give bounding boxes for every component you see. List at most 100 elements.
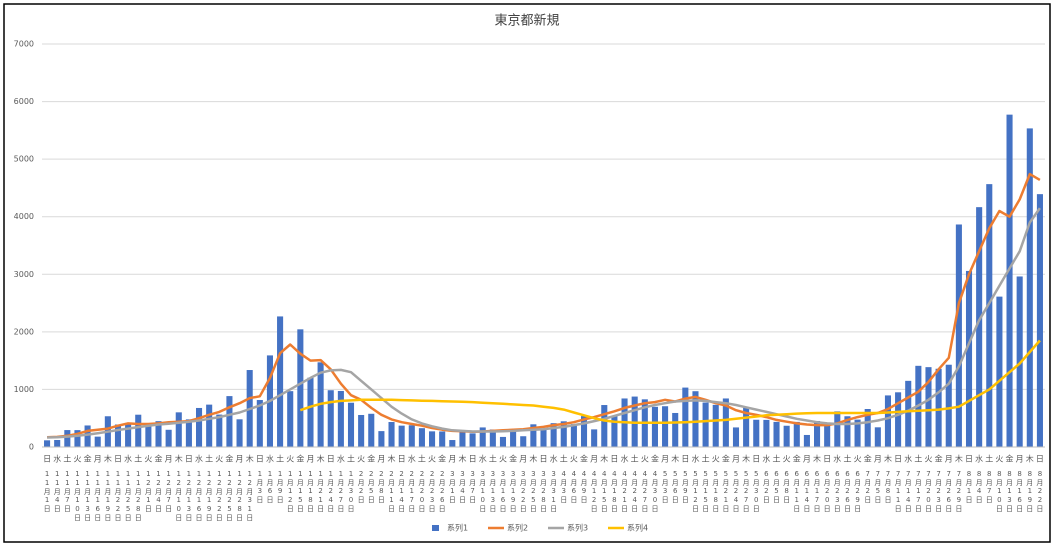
bar <box>54 439 61 447</box>
x-tick-label: 7月26日 <box>945 470 953 513</box>
x-tick-label: 8月7日 <box>985 470 993 504</box>
weekday-label: 日 <box>1036 455 1044 464</box>
weekday-label: 月 <box>803 455 811 464</box>
x-tick-label: 5月18日 <box>712 470 720 513</box>
x-tick-label: 11月13日 <box>84 470 92 522</box>
x-tick-label: 2月14日 <box>398 470 406 513</box>
legend-label: 系列3 <box>567 523 588 533</box>
weekday-label: 水 <box>195 454 203 464</box>
x-tick-label: 1月3日 <box>256 470 264 504</box>
bar <box>1036 194 1043 447</box>
bar <box>803 434 810 447</box>
bar <box>672 412 679 447</box>
weekday-label: 火 <box>641 455 649 464</box>
weekday-label: 水 <box>550 454 558 464</box>
x-tick-label: 8月13日 <box>1006 470 1014 513</box>
bar <box>824 425 831 447</box>
weekday-label: 日 <box>114 455 122 464</box>
x-tick-label: 8月22日 <box>1036 470 1044 513</box>
bar <box>175 412 182 447</box>
y-tick-label: 4000 <box>14 212 34 221</box>
x-tick-label: 8月10日 <box>995 470 1003 513</box>
bar <box>601 405 608 447</box>
bar <box>337 390 344 447</box>
weekday-label: 金 <box>296 454 304 464</box>
x-tick-label: 6月5日 <box>773 470 781 504</box>
weekday-label: 水 <box>124 454 132 464</box>
x-tick-label: 2月26日 <box>438 470 446 513</box>
x-tick-label: 2月23日 <box>428 470 436 513</box>
y-tick-label: 1000 <box>14 385 34 394</box>
x-tick-label: 11月22日 <box>114 470 122 522</box>
weekday-label: 木 <box>458 454 466 464</box>
bar <box>560 421 567 447</box>
x-tick-label: 8月1日 <box>965 470 973 504</box>
weekday-label: 日 <box>752 455 760 464</box>
bar <box>165 429 172 447</box>
weekday-label: 木 <box>600 454 608 464</box>
bar <box>327 390 334 447</box>
weekday-label: 土 <box>347 454 355 464</box>
bar <box>814 420 821 447</box>
bar <box>611 415 618 447</box>
weekday-label: 金 <box>84 454 92 464</box>
chart-title: 東京都新規 <box>494 13 559 29</box>
bar <box>945 364 952 447</box>
x-tick-label: 4月24日 <box>631 470 639 513</box>
x-tick-label: 7月2日 <box>864 470 872 504</box>
bar <box>743 407 750 447</box>
weekday-label: 木 <box>529 454 537 464</box>
weekday-label: 日 <box>540 455 548 464</box>
weekday-label: 土 <box>418 454 426 464</box>
x-tick-label: 11月16日 <box>94 470 102 522</box>
x-tick-label: 4月12日 <box>590 470 598 513</box>
weekday-label: 火 <box>73 455 81 464</box>
weekday-label: 木 <box>955 454 963 464</box>
x-tick-label: 12月28日 <box>236 470 244 522</box>
weekday-label: 水 <box>337 454 345 464</box>
x-tick-label: 7月5日 <box>874 470 882 504</box>
weekday-label: 水 <box>975 454 983 464</box>
x-tick-label: 12月4日 <box>155 470 163 513</box>
bar <box>996 296 1003 447</box>
weekday-label: 月 <box>874 455 882 464</box>
legend-label: 系列1 <box>447 523 468 533</box>
bar <box>479 427 486 447</box>
x-tick-label: 12月25日 <box>225 470 233 522</box>
x-tick-label: 5月27日 <box>742 470 750 513</box>
x-tick-label: 12月1日 <box>144 470 152 513</box>
y-tick-label: 3000 <box>14 270 34 279</box>
x-tick-label: 8月4日 <box>975 470 983 504</box>
weekday-label: 月 <box>377 455 385 464</box>
x-tick-label: 1月30日 <box>347 470 355 513</box>
bar <box>662 406 669 447</box>
x-tick-label: 7月14日 <box>904 470 912 513</box>
weekday-label: 日 <box>398 455 406 464</box>
weekday-label: 火 <box>357 455 365 464</box>
bar <box>439 431 446 447</box>
bar <box>976 207 983 447</box>
x-tick-label: 12月10日 <box>175 470 183 522</box>
weekday-label: 日 <box>327 455 335 464</box>
bar <box>834 411 841 447</box>
x-tick-label: 4月18日 <box>610 470 618 513</box>
weekday-label: 金 <box>438 454 446 464</box>
weekday-label: 金 <box>722 454 730 464</box>
bar <box>986 184 993 448</box>
x-tick-label: 5月24日 <box>732 470 740 513</box>
weekday-label: 火 <box>854 455 862 464</box>
x-tick-label: 3月25日 <box>529 470 537 513</box>
x-tick-label: 5月9日 <box>681 470 689 504</box>
bar <box>864 409 871 447</box>
x-tick-label: 6月17日 <box>813 470 821 513</box>
x-tick-label: 11月7日 <box>63 470 71 513</box>
y-tick-label: 0 <box>29 443 34 452</box>
weekday-label: 金 <box>793 454 801 464</box>
bar <box>712 404 719 447</box>
weekday-label: 土 <box>63 454 71 464</box>
weekday-label: 金 <box>1006 454 1014 464</box>
x-tick-label: 11月1日 <box>43 470 51 513</box>
bar <box>287 391 294 447</box>
x-tick-label: 2月8日 <box>377 470 385 504</box>
legend-swatch <box>432 525 439 531</box>
